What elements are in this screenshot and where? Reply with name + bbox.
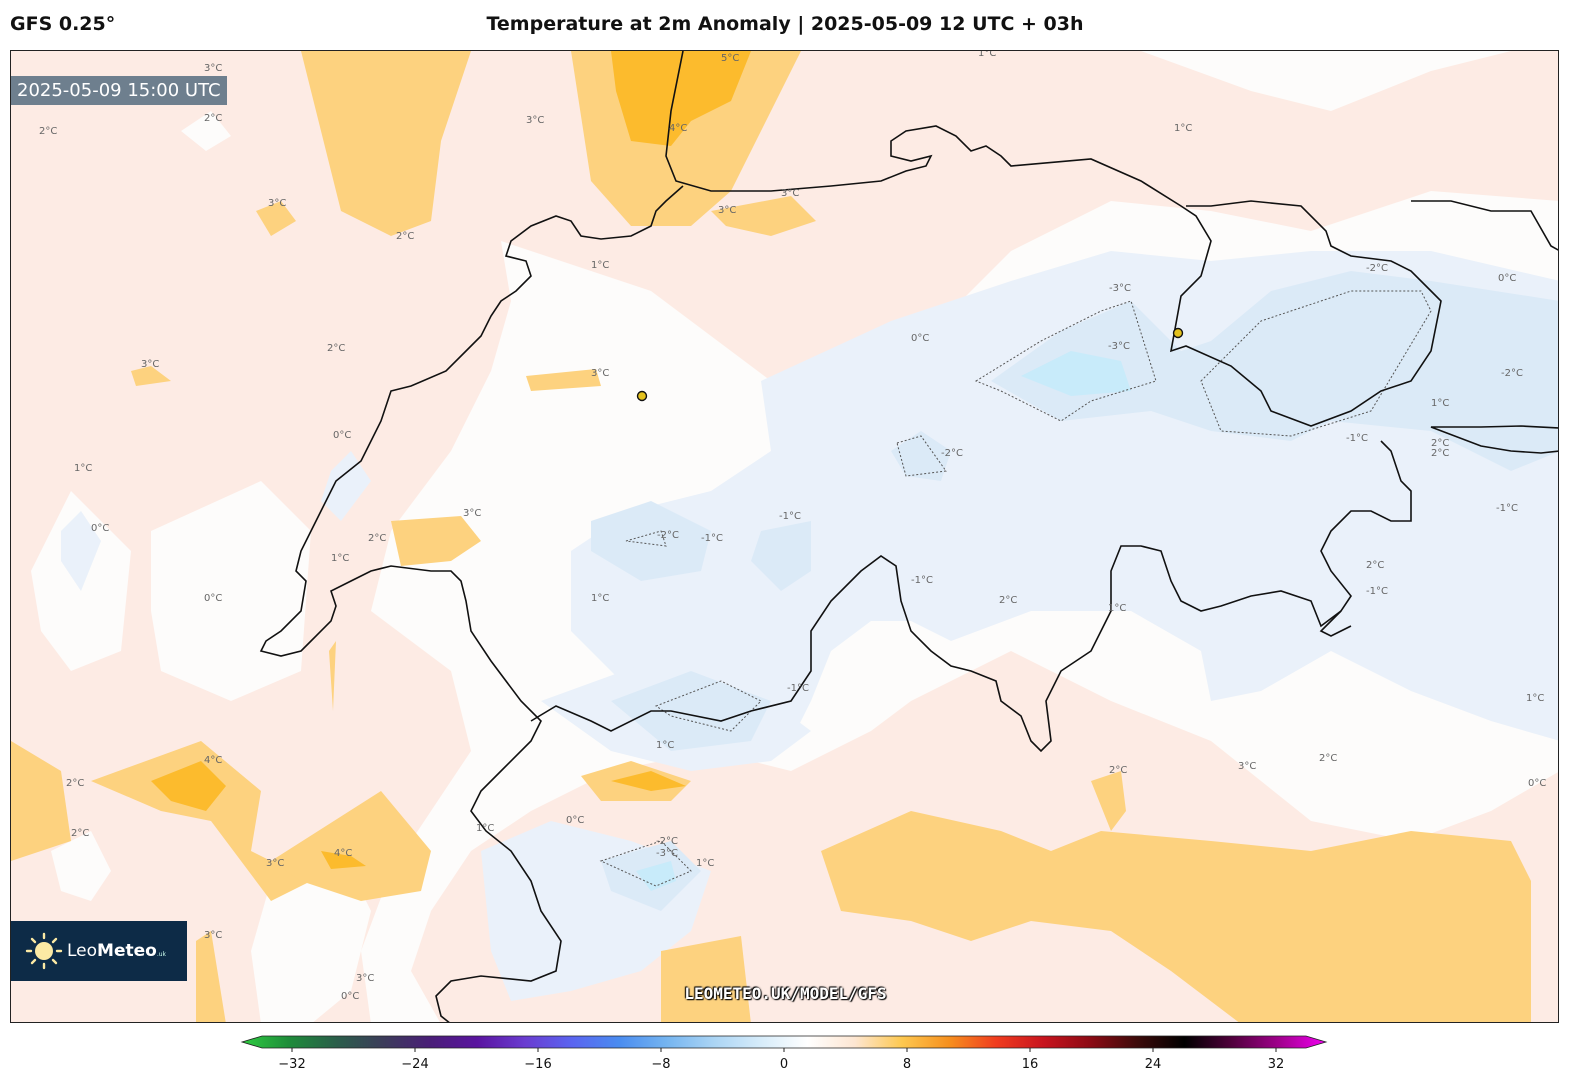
- contour-label: -1°C: [779, 511, 801, 522]
- contour-label: 1°C: [591, 593, 609, 604]
- source-watermark: LEOMETEO.UK/MODEL/GFS: [684, 984, 887, 1003]
- colorbar-tick-label: −8: [651, 1057, 670, 1072]
- contour-label: -2°C: [941, 448, 963, 459]
- contour-label: 1°C: [476, 823, 494, 834]
- map-panel[interactable]: 3°C 2°C 2°C 3°C 3°C 2°C 1°C 2°C 3°C 3°C 0°C 1°C 0°C 2…: [10, 50, 1559, 1023]
- contour-label: -1°C: [911, 575, 933, 586]
- colorbar-tick-label: 8: [903, 1057, 911, 1072]
- contour-label: 0°C: [1528, 778, 1546, 789]
- contour-label: -1°C: [1346, 433, 1368, 444]
- contour-label: 0°C: [333, 430, 351, 441]
- contour-label: -3°C: [656, 848, 678, 859]
- contour-label: 3°C: [781, 188, 799, 199]
- colorbar-tick-label: −24: [401, 1057, 428, 1072]
- contour-label: -3°C: [1109, 283, 1131, 294]
- contour-label: -1°C: [701, 533, 723, 544]
- contour-label: 2°C: [396, 231, 414, 242]
- contour-label: 3°C: [266, 858, 284, 869]
- contour-label: 3°C: [204, 63, 222, 74]
- colorbar-ramp: [240, 1035, 1328, 1049]
- contour-label: -2°C: [1501, 368, 1523, 379]
- contour-label: 3°C: [141, 359, 159, 370]
- contour-label: 3°C: [204, 930, 222, 941]
- colorbar-tick-label: −16: [524, 1057, 551, 1072]
- contour-label: 1°C: [696, 858, 714, 869]
- sun-icon: [25, 932, 63, 970]
- contour-label: 5°C: [721, 53, 739, 64]
- contour-label: 0°C: [204, 593, 222, 604]
- contour-label: 1°C: [591, 260, 609, 271]
- brand-logo[interactable]: LeoMeteo.uk: [11, 921, 187, 981]
- contour-label: 2°C: [204, 113, 222, 124]
- contour-label: 3°C: [268, 198, 286, 209]
- contour-label: 1°C: [656, 740, 674, 751]
- contour-label: -2°C: [1366, 263, 1388, 274]
- contour-label: 2°C: [39, 126, 57, 137]
- contour-label: 0°C: [911, 333, 929, 344]
- contour-label: 3°C: [356, 973, 374, 984]
- contour-label: 3°C: [591, 368, 609, 379]
- contour-label: 1°C: [1431, 398, 1449, 409]
- colorbar-tick-label: 24: [1145, 1057, 1162, 1072]
- contour-label: 1°C: [331, 553, 349, 564]
- valid-time-badge: 2025-05-09 15:00 UTC: [11, 76, 227, 105]
- contour-label: 4°C: [334, 848, 352, 859]
- contour-label: -1°C: [1496, 503, 1518, 514]
- contour-label: -1°C: [787, 683, 809, 694]
- contour-label: -2°C: [657, 530, 679, 541]
- contour-label: 0°C: [91, 523, 109, 534]
- chart-title: Temperature at 2m Anomaly | 2025-05-09 1…: [486, 13, 1084, 35]
- contour-label: 2°C: [368, 533, 386, 544]
- contour-label: 4°C: [669, 123, 687, 134]
- contour-label: 2°C: [1366, 560, 1384, 571]
- contour-label: 1°C: [1174, 123, 1192, 134]
- contour-label: 3°C: [718, 205, 736, 216]
- contour-label: 1°C: [978, 51, 996, 59]
- colorbar-tick-label: 16: [1022, 1057, 1039, 1072]
- contour-label: 2°C: [1319, 753, 1337, 764]
- colorbar-tick-label: 0: [780, 1057, 788, 1072]
- contour-label: -3°C: [1108, 341, 1130, 352]
- contour-label: 4°C: [204, 755, 222, 766]
- colorbar: −32 −24 −16 −8 0 8 16 24 32: [240, 1035, 1328, 1072]
- city-marker: [1172, 327, 1184, 339]
- contour-label: 2°C: [327, 343, 345, 354]
- contour-label: 2°C: [1431, 448, 1449, 459]
- contour-label: 1°C: [1108, 603, 1126, 614]
- contour-label: 2°C: [1431, 438, 1449, 449]
- contour-label: 0°C: [566, 815, 584, 826]
- contour-label: 2°C: [71, 828, 89, 839]
- anomaly-field: 3°C2°C2°C 3°C3°C2°C1°C2°C3°C3°C0°C1°C0°C2…: [11, 51, 1558, 1022]
- contour-label: 0°C: [341, 991, 359, 1002]
- contour-label: 3°C: [526, 115, 544, 126]
- contour-label: 2°C: [999, 595, 1017, 606]
- contour-label: -2°C: [656, 836, 678, 847]
- contour-label: 3°C: [1238, 761, 1256, 772]
- model-label: GFS 0.25°: [10, 13, 116, 35]
- contour-label: -1°C: [1366, 586, 1388, 597]
- contour-label: 1°C: [74, 463, 92, 474]
- city-marker: [636, 390, 648, 402]
- contour-label: 0°C: [1498, 273, 1516, 284]
- contour-label: 2°C: [1109, 765, 1127, 776]
- brand-name: LeoMeteo.uk: [67, 941, 167, 961]
- colorbar-tick-label: 32: [1268, 1057, 1285, 1072]
- contour-label: 1°C: [1526, 693, 1544, 704]
- colorbar-tick-label: −32: [278, 1057, 305, 1072]
- contour-label: 2°C: [66, 778, 84, 789]
- contour-label: 3°C: [463, 508, 481, 519]
